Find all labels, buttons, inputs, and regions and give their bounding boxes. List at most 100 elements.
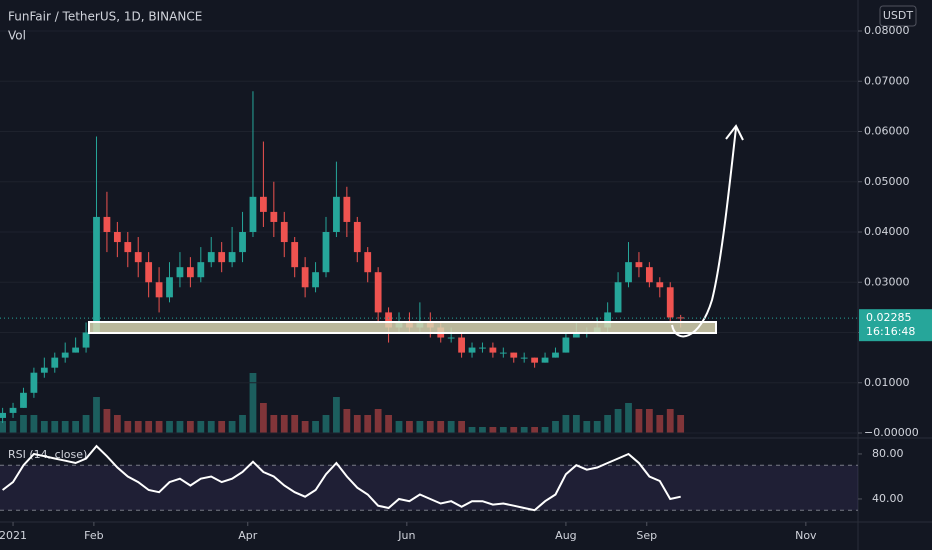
volume-bar <box>635 409 643 433</box>
volume-bar <box>656 415 664 433</box>
candle-body <box>9 407 17 413</box>
candle-body <box>468 347 476 353</box>
volume-bar <box>572 415 580 433</box>
candle-body <box>260 196 267 212</box>
y-tick-label: 0.05000 <box>864 175 910 188</box>
volume-bar <box>604 415 612 433</box>
volume-bar <box>51 421 59 433</box>
currency-box[interactable] <box>879 5 917 27</box>
candle-body <box>489 347 497 353</box>
volume-bar <box>30 415 38 433</box>
projection-arrowhead <box>725 124 744 141</box>
y-tick-label: 40.00 <box>872 492 904 505</box>
volume-bar <box>103 409 111 433</box>
candle-body <box>510 352 518 358</box>
candle-body <box>458 337 465 353</box>
volume-bar <box>82 415 90 433</box>
candle-body <box>51 357 59 368</box>
candle-body <box>656 282 664 288</box>
x-tick-label: Jun <box>397 529 415 542</box>
y-tick-label: 0.01000 <box>864 376 910 389</box>
volume-bar <box>541 427 549 433</box>
candle-body <box>176 267 184 278</box>
volume-bar <box>124 421 132 433</box>
candle-body <box>61 352 69 358</box>
candle-body <box>82 332 90 348</box>
candle-body <box>30 372 38 393</box>
x-tick-label: Sep <box>636 529 657 542</box>
rsi-band <box>0 465 858 511</box>
volume-bar <box>364 415 372 433</box>
y-tick-label: 0.04000 <box>864 225 910 238</box>
volume-bar <box>207 421 215 433</box>
candle-body <box>572 332 580 338</box>
candle-body <box>186 267 194 278</box>
volume-bar <box>239 415 246 433</box>
volume-bar <box>9 421 17 433</box>
support-zone <box>88 321 717 334</box>
candle-body <box>166 277 173 298</box>
candle-body <box>249 196 257 232</box>
candle-body <box>614 282 622 313</box>
candle-body <box>155 282 163 298</box>
last-price-label: 0.02285 <box>866 311 912 324</box>
candle-body <box>134 252 142 263</box>
y-tick-label: 80.00 <box>872 447 904 460</box>
volume-bar <box>0 421 6 433</box>
projection-curve <box>671 127 737 338</box>
volume-bar <box>145 421 153 433</box>
volume-bar <box>468 427 476 433</box>
volume-bar <box>20 415 27 433</box>
rsi-line <box>1 444 681 512</box>
volume-bar <box>489 427 497 433</box>
candle-body <box>364 252 372 273</box>
candle-body <box>301 267 309 288</box>
volume-bar <box>301 421 309 433</box>
candle-body <box>197 262 205 278</box>
candle-body <box>72 347 80 353</box>
volume-bar <box>61 421 69 433</box>
volume-bar <box>552 421 559 433</box>
volume-bar <box>510 427 518 433</box>
candle-body <box>270 211 278 222</box>
volume-bar <box>280 415 288 433</box>
y-tick-label: −0.00000 <box>864 426 919 439</box>
x-tick-label: Apr <box>238 529 258 542</box>
y-tick-label: 0.07000 <box>864 74 910 87</box>
candle-body <box>312 272 319 288</box>
volume-bar <box>93 397 100 433</box>
volume-bar <box>353 415 361 433</box>
volume-bar <box>666 409 674 433</box>
volume-bar <box>155 421 163 433</box>
volume-bar <box>72 421 80 433</box>
volume-bar <box>614 409 622 433</box>
volume-bar <box>260 403 267 433</box>
currency[interactable]: USDT <box>883 9 914 22</box>
candle-body <box>280 221 288 243</box>
candle-body <box>447 337 455 339</box>
volume-bar <box>447 421 455 433</box>
volume-bar <box>395 421 403 433</box>
candle-body <box>531 357 539 363</box>
volume-bar <box>134 421 142 433</box>
volume-label: Vol <box>8 29 26 43</box>
candle-body <box>228 252 236 263</box>
candle-body <box>520 357 528 359</box>
candle-body <box>0 412 6 418</box>
candle-body <box>93 216 100 333</box>
candle-body <box>353 221 361 253</box>
volume-bar <box>625 403 632 433</box>
volume-bar <box>40 421 48 433</box>
volume-bar <box>479 427 486 433</box>
volume-bar <box>374 409 382 433</box>
volume-bar <box>228 421 236 433</box>
volume-bar <box>166 421 173 433</box>
volume-bar <box>583 421 591 433</box>
volume-bar <box>416 421 424 433</box>
volume-bar <box>333 397 340 433</box>
y-tick-label: 0.08000 <box>864 24 910 37</box>
candle-body <box>562 337 570 353</box>
volume-bar <box>322 415 330 433</box>
candle-body <box>625 262 632 283</box>
